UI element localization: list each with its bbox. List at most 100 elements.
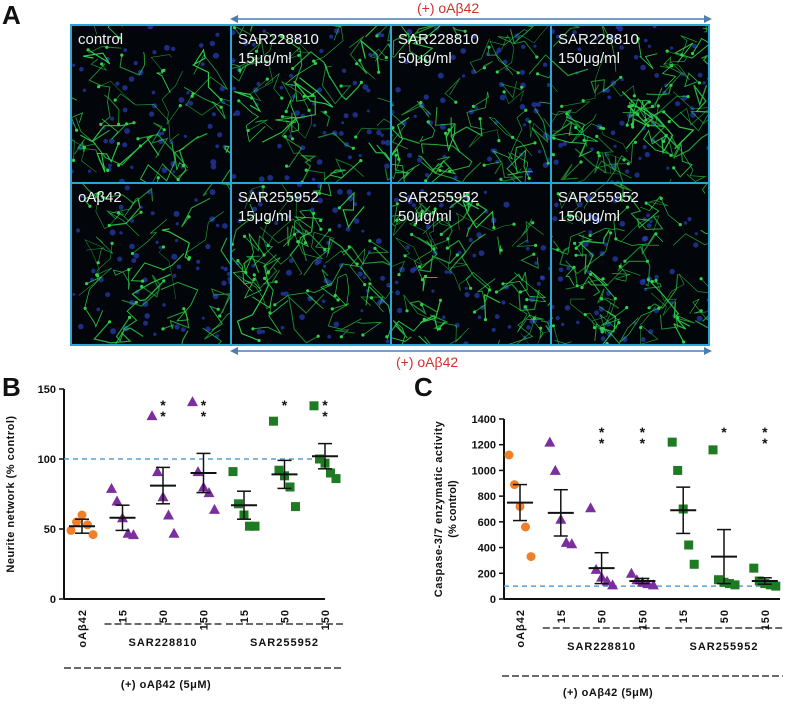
tile-label: SAR228810 15μg/ml [238, 31, 319, 67]
significance-star: * [160, 397, 166, 413]
data-point [689, 559, 699, 569]
y-tick-label: 50 [44, 524, 56, 536]
data-point [566, 538, 578, 549]
chart-neurite-network: B 0 50 100 150 Neurite network (% control) oA… [2, 372, 343, 691]
significance-star: * [201, 408, 207, 424]
micrograph-sar228810-150: SAR228810 150μg/ml [550, 24, 710, 184]
neurite-texture [72, 26, 230, 182]
data-point [625, 567, 637, 578]
tile-label: SAR255952 50μg/ml [398, 189, 479, 225]
category-label: 15 [556, 609, 568, 623]
micrograph-sar255952-150: SAR255952 150μg/ml [550, 182, 710, 346]
series-group [749, 563, 781, 591]
group-label: SAR255952 [690, 641, 759, 653]
data-point [77, 510, 87, 520]
data-point [152, 466, 163, 477]
data-point [88, 530, 98, 540]
data-point [168, 527, 180, 538]
y-tick-label: 1200 [472, 440, 496, 452]
y-tick-label: 400 [478, 543, 496, 555]
category-label: 150 [320, 609, 332, 630]
data-point [245, 521, 254, 531]
series-group [309, 401, 341, 484]
data-point [128, 529, 139, 540]
y-axis-label-secondary: (% control) [447, 480, 459, 538]
top-treatment-arrow [230, 15, 712, 23]
data-point [526, 552, 536, 562]
category-label: 50 [597, 609, 609, 623]
data-point [269, 416, 278, 426]
micrograph-sar228810-15: SAR228810 15μg/ml [230, 24, 392, 184]
data-point [521, 522, 530, 532]
panel-c-letter: C [414, 372, 433, 402]
y-tick-label: 800 [478, 491, 496, 503]
category-label: 50 [280, 609, 292, 623]
significance-star: * [322, 408, 328, 424]
series-group [667, 437, 699, 569]
bottom-treatment-arrow [230, 347, 712, 355]
series-group [708, 445, 740, 590]
top-treatment-label: (+) oAβ42 [417, 0, 480, 16]
data-point [585, 502, 597, 513]
significance-star: * [640, 435, 646, 451]
significance-star: * [201, 397, 207, 413]
footer-label: (+) oAβ42 (5μM) [563, 687, 653, 699]
group-label: SAR228810 [567, 641, 636, 653]
category-label: 50 [719, 609, 731, 623]
data-point [647, 579, 659, 590]
significance-star: * [762, 435, 768, 451]
data-point [730, 580, 740, 590]
neurite-texture [552, 184, 708, 344]
tile-label: SAR228810 50μg/ml [398, 31, 479, 67]
tile-label: control [78, 31, 124, 48]
data-point [111, 495, 123, 506]
neurite-texture [392, 188, 550, 344]
chart-caspase-activity: C 0 200 400 600 800 1000 1200 1400 Caspase-3/7 e… [414, 372, 783, 699]
panel-b-letter: B [2, 372, 21, 402]
data-point [106, 482, 117, 493]
data-point [66, 525, 76, 535]
y-tick-label: 150 [38, 384, 56, 396]
micrograph-oab42: oAβ42 [70, 182, 232, 346]
data-point [274, 465, 284, 475]
tile-label: SAR255952 15μg/ml [238, 189, 319, 225]
data-point [684, 540, 694, 550]
series-group [269, 416, 300, 512]
micrograph-sar255952-15: SAR255952 15μg/ml [230, 182, 392, 346]
data-point [291, 502, 300, 512]
tile-label: SAR228810 150μg/ml [558, 31, 639, 67]
series-group [504, 450, 536, 562]
y-tick-label: 600 [478, 517, 496, 529]
data-point [673, 465, 683, 475]
significance-star: * [721, 424, 727, 440]
y-tick-label: 0 [490, 594, 496, 606]
data-point [83, 520, 92, 530]
data-point [607, 579, 619, 590]
series-group [66, 510, 98, 540]
category-label: 15 [678, 609, 690, 623]
micrograph-control: control [70, 24, 232, 184]
data-point [187, 396, 198, 407]
significance-star: * [599, 435, 605, 451]
data-point [192, 466, 204, 477]
data-point [708, 445, 718, 455]
data-point [315, 454, 324, 464]
data-point [749, 563, 759, 573]
data-point [163, 509, 174, 520]
series-group [625, 567, 659, 590]
y-tick-label: 0 [50, 594, 56, 606]
data-point [285, 482, 295, 492]
y-axis-label: Neurite network (% control) [5, 415, 17, 572]
data-point [146, 410, 158, 421]
data-point [326, 468, 335, 478]
data-point [544, 436, 556, 447]
category-label: 50 [158, 609, 170, 623]
series-group [187, 396, 220, 514]
data-point [771, 581, 781, 591]
data-point [228, 467, 238, 477]
neurite-texture [392, 26, 550, 182]
series-group [585, 502, 619, 590]
category-label: oAβ42 [77, 609, 89, 648]
data-point [234, 499, 243, 509]
data-point [250, 521, 260, 531]
